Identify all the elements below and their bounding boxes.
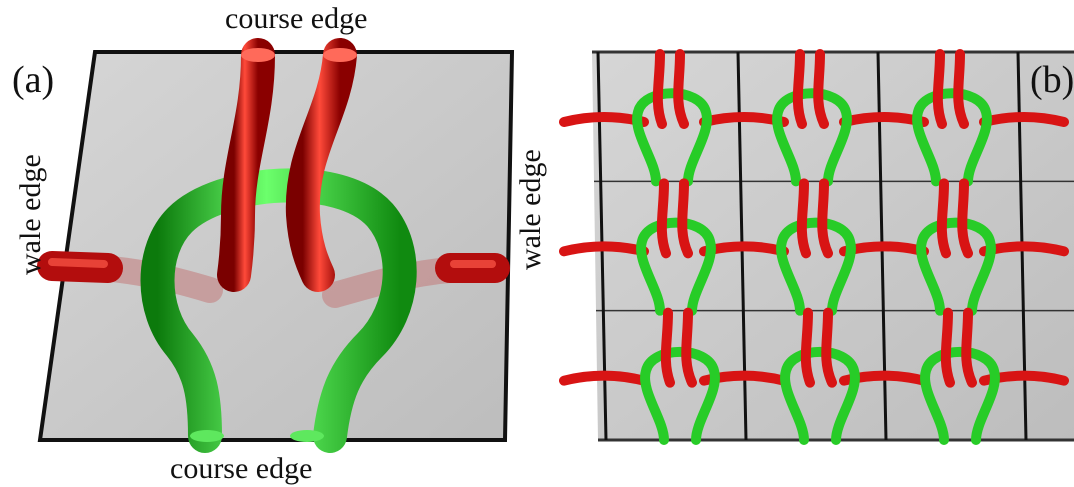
yarn-red-course-link (559, 370, 649, 386)
panel-b-sheet (592, 52, 1074, 440)
yarn-red-wale-stub-left-hl (48, 258, 108, 268)
yarn-green-loop (916, 217, 996, 316)
yarn-red-course-link (839, 241, 929, 257)
yarn-green-loop (920, 347, 1000, 445)
yarn-red-wale (673, 49, 689, 129)
yarn-red-wale (817, 178, 833, 259)
yarn-red-wale (932, 49, 947, 129)
yarn-red-course-link (699, 241, 789, 257)
yarn-red-wale (660, 307, 675, 388)
yarn-red-course-link (559, 241, 649, 257)
panel-b-knit-array (559, 49, 1069, 445)
yarn-red-wale (800, 307, 815, 388)
panel-b: (b) (559, 49, 1074, 445)
panel-b-label: (b) (1030, 59, 1074, 101)
yarn-green-loop (772, 88, 852, 187)
panel-a-label: (a) (12, 59, 54, 101)
yarn-red-wale (940, 307, 955, 388)
yarn-red-wale (656, 178, 671, 259)
yarn-red-wale (652, 49, 667, 129)
yarn-red-wale (961, 307, 977, 388)
course-edge-label-top: course edge (225, 2, 367, 35)
yarn-red-wale (936, 178, 951, 259)
yarn-red-cap-left (241, 48, 275, 62)
yarn-green-cap-left (190, 430, 224, 442)
yarn-green-loop (780, 347, 860, 445)
course-edge-label-bottom: course edge (170, 452, 312, 485)
wale-edge-label-right: wale edge (514, 149, 547, 270)
yarn-red-cap-right (323, 48, 357, 62)
yarn-red-wale (796, 178, 811, 259)
yarn-red-wale (957, 178, 973, 259)
yarn-green-loop (632, 88, 712, 187)
yarn-green-cap-right (290, 430, 324, 442)
yarn-red-wale (677, 178, 693, 259)
yarn-green-loop (636, 217, 716, 316)
yarn-red-wale (681, 307, 697, 388)
yarn-red-wale (792, 49, 807, 129)
yarn-green-loop (640, 347, 720, 445)
yarn-red-course-link (979, 112, 1069, 127)
yarn-red-course-link (839, 112, 929, 127)
yarn-red-course-link (699, 112, 789, 127)
panel-a-sheet (37, 50, 515, 442)
yarn-red-course-link (559, 112, 649, 127)
yarn-red-wale (821, 307, 837, 388)
wale-edge-label-left: wale edge (14, 154, 47, 275)
yarn-red-course-link (979, 241, 1069, 257)
yarn-green-loop (912, 88, 992, 187)
yarn-red-course-left (217, 38, 275, 292)
yarn-green-loop (776, 217, 856, 316)
yarn-red-wale (953, 49, 969, 129)
yarn-red-wale (813, 49, 829, 129)
yarn-red-course-right (285, 38, 357, 292)
panel-a: (a) course edge course edge wale edge wa… (12, 2, 547, 485)
